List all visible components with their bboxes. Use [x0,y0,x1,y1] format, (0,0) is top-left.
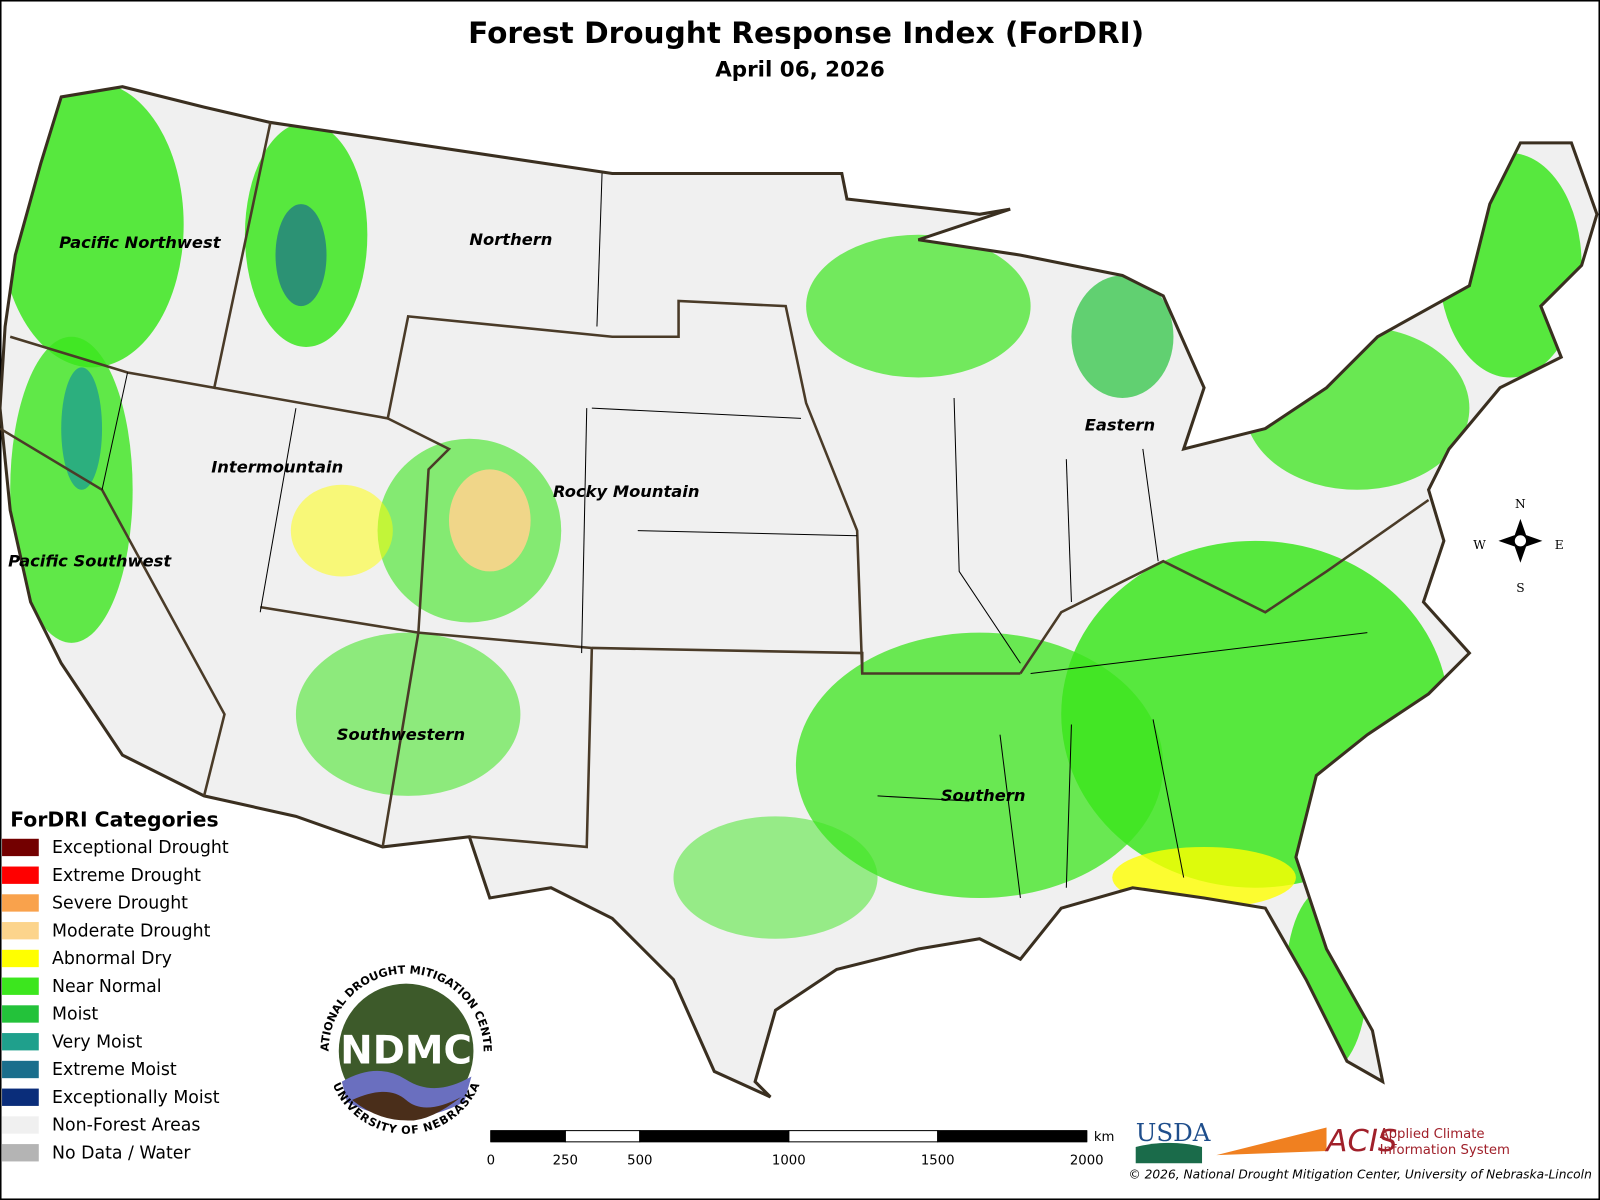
acis-logo: ACIS Applied Climate Information System [1216,1124,1510,1159]
scale-tick-label: 2000 [1070,1153,1104,1168]
legend-label: Severe Drought [52,894,188,914]
legend-swatch [2,922,39,940]
legend-label: Extreme Drought [52,866,201,886]
region-label: Northern [469,230,552,249]
scale-bar: km 0 250 500 1000 1500 2000 [487,1130,1115,1168]
compass-label: S [1516,581,1524,595]
ndmc-text: NDMC [340,1028,472,1073]
usda-text: USDA [1136,1118,1211,1147]
legend-label: Near Normal [52,977,162,997]
region-label: Intermountain [211,457,343,476]
scale-segment [639,1130,790,1143]
legend-label: Moderate Drought [52,921,211,941]
legend-swatch [2,1088,39,1106]
scale-tick-label: 0 [487,1153,495,1168]
region-label: Eastern [1085,416,1155,435]
legend-label: Extreme Moist [52,1060,177,1080]
legend-label: Moist [52,1005,98,1025]
us-map [0,85,1599,1099]
legend-label: Abnormal Dry [52,949,172,969]
acis-line: Applied Climate [1380,1127,1485,1142]
scale-tick-label: 250 [553,1153,578,1168]
legend-swatch [2,894,39,912]
legend-title: ForDRI Categories [10,808,218,832]
state-lines [101,173,1368,899]
usda-logo: USDA [1135,1118,1211,1164]
legend-swatch [2,1005,39,1023]
scale-tick-label: 1500 [921,1153,955,1168]
legend-swatch [2,866,39,884]
region-label: Rocky Mountain [553,482,699,501]
legend-label: Very Moist [52,1032,142,1052]
scale-segment [788,1130,939,1143]
forest-cover [0,86,1582,1072]
legend-swatch [2,977,39,995]
legend-label: Exceptionally Moist [52,1088,220,1108]
legend-label: Exceptional Drought [52,838,229,858]
scale-segment [937,1130,1088,1143]
compass-label: N [1515,497,1526,511]
region-label: Southwestern [337,725,465,744]
legend-label: No Data / Water [52,1143,191,1163]
copyright: © 2026, National Drought Mitigation Cent… [1128,1168,1591,1182]
scale-segment [490,1130,566,1143]
compass: N S E W [1473,497,1563,595]
region-label: Pacific Southwest [8,551,172,570]
region-label: Pacific Northwest [59,233,222,252]
legend-swatch [2,838,39,857]
title: Forest Drought Response Index (ForDRI) [468,16,1144,50]
scale-unit: km [1094,1130,1115,1145]
acis-line: Information System [1380,1143,1510,1158]
legend-swatch [2,1144,39,1162]
legend: ForDRI Categories Exceptional Drought Ext… [2,808,229,1163]
region-lines [0,122,1430,849]
scale-tick-label: 500 [627,1153,652,1168]
acis-text: ACIS [1325,1124,1398,1159]
legend-swatch [2,1033,39,1051]
region-label: Southern [941,786,1026,805]
compass-label: W [1473,538,1486,552]
region-boundary [0,85,1599,1099]
legend-swatch [2,1116,39,1134]
scale-tick-label: 1000 [772,1153,806,1168]
compass-label: E [1555,538,1564,552]
legend-swatch [2,1060,39,1079]
legend-label: Non-Forest Areas [52,1116,200,1136]
scale-segment [564,1130,641,1143]
legend-swatch [2,949,39,968]
subtitle: April 06, 2026 [715,58,885,83]
